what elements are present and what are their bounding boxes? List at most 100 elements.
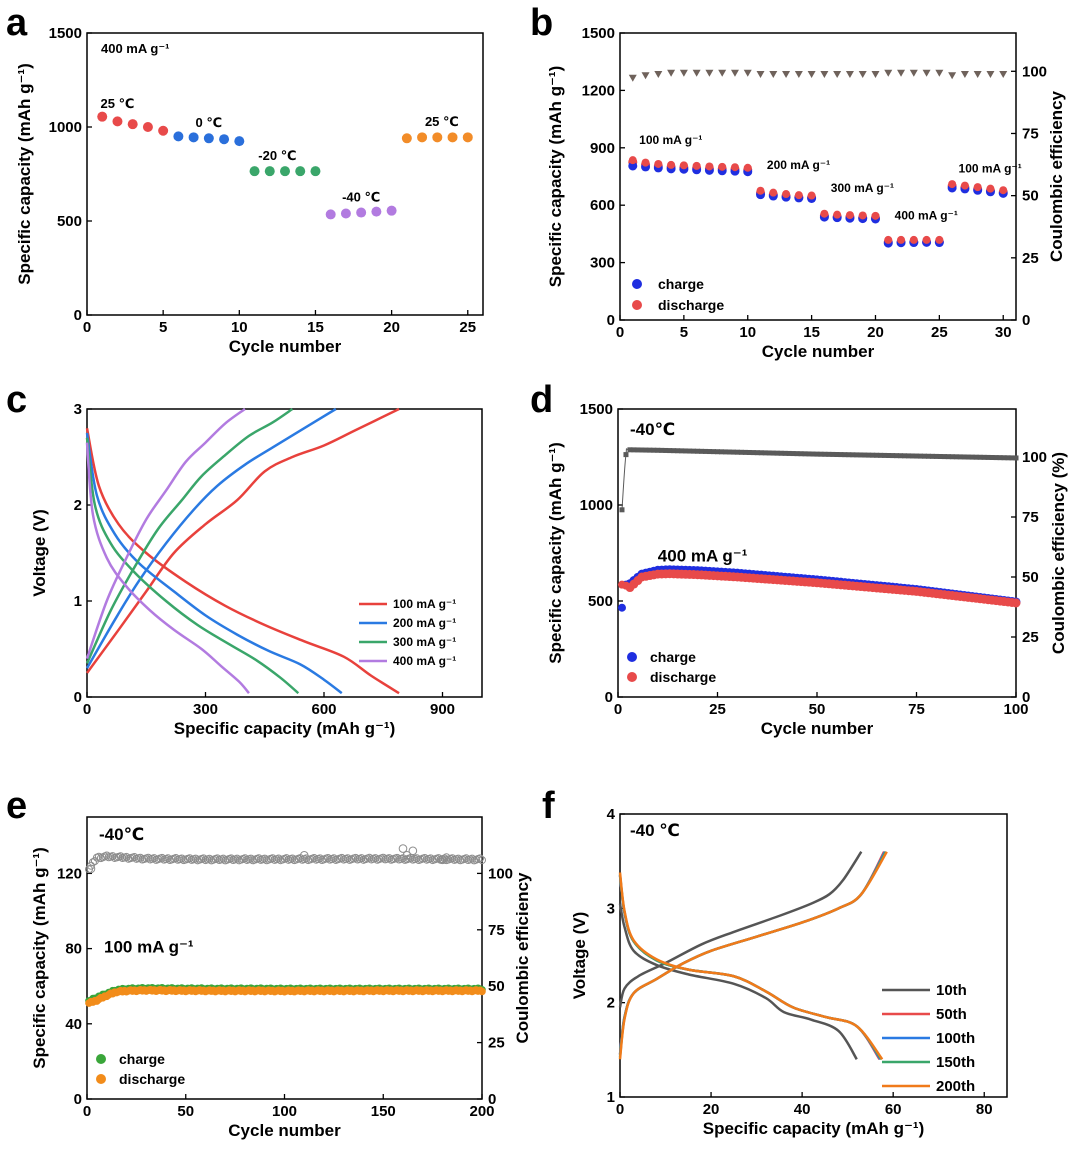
y2-tick-label: 100 [1022,449,1047,466]
y-tick-label: 80 [65,941,82,958]
discharge-point [807,191,816,200]
discharge-point [769,188,778,197]
ce-point [476,854,485,863]
ce-point [299,851,309,860]
ce-point [922,69,931,77]
discharge-point [960,181,969,190]
discharge-point [845,211,854,220]
x-tick-label: 10 [739,324,756,341]
y-tick-label: 3 [74,401,82,418]
discharge-point [667,160,676,169]
discharge-point [935,235,944,244]
y2-tick-label: 50 [488,978,505,995]
rate-label: 300 mA g⁻¹ [831,181,894,195]
ce-point [233,854,242,863]
ce-point [654,71,663,79]
y-axis-label: Voltage (V) [570,912,589,1000]
y-tick-label: 4 [607,806,616,823]
rate-label: 400 mA g⁻¹ [658,547,748,566]
ce-point [794,71,803,79]
data-point [280,166,290,177]
x-tick-label: 20 [703,1101,720,1118]
ce-point [171,854,180,863]
discharge-point [625,583,634,592]
legend-marker-charge [627,652,637,662]
y-tick-label: 500 [588,593,613,610]
discharge-point [692,161,701,170]
panel-f: f 0 20 40 60 80 1 2 3 4 Specific capacity (mAh g⁻¹… [542,785,1008,1138]
rate-label: 100 mA g⁻¹ [639,133,702,147]
ce-point [743,69,752,77]
y2-tick-label: 50 [1022,188,1039,205]
ce-point [667,69,676,77]
discharge-point [820,209,829,218]
legend-label: 400 mA g⁻¹ [393,654,456,668]
ce-point [213,854,222,863]
ce-point [268,854,277,863]
data-point [97,111,108,122]
temperature-label: 0 ℃ [196,115,223,130]
ce-point [408,846,418,856]
ce-point [845,71,854,79]
x-tick-label: 600 [311,701,336,718]
legend-label-charge: charge [658,276,704,292]
x-tick-label: 0 [616,1101,624,1118]
ce-point [274,854,283,863]
x-axis-label: Specific capacity (mAh g⁻¹) [703,1119,925,1138]
ce-point [219,854,228,863]
y2-tick-label: 25 [1022,250,1039,267]
ce-point [357,854,366,863]
data-point [310,166,321,177]
ce-point [641,72,650,80]
y2-tick-label: 75 [1022,125,1039,142]
discharge-point [730,163,739,172]
ce-point [177,854,186,863]
ce-point [144,853,153,862]
ce-point [337,853,346,862]
ce-point [246,854,255,863]
legend-label-discharge: discharge [650,669,716,685]
temperature-label: -20 ℃ [258,148,296,163]
ce-point [718,69,727,77]
ce-point [205,854,214,863]
y-tick-label: 1 [74,593,82,610]
rate-label: 400 mA g⁻¹ [101,41,170,56]
y-tick-label: 600 [590,197,615,214]
y-tick-label: 1500 [580,401,613,418]
discharge-point [628,156,637,165]
panel-b: b0 5 10 15 20 25 30030060090012001500025507510… [530,2,1066,361]
ce-point [241,854,249,863]
discharge-point [884,235,893,244]
y-tick-label: 1 [607,1089,615,1106]
y-tick-label: 1500 [582,25,615,42]
ce-point [260,854,269,863]
ce-point [402,851,412,860]
charge-curve [618,851,886,1055]
y2-tick-label: 100 [1022,63,1047,80]
panel-a: a 0 5 10 15 20 25 0 500 1000 1500 Cycle number Speci… [6,2,484,356]
x-tick-label: 15 [307,319,324,336]
discharge-point [1011,598,1021,608]
y-tick-label: 300 [590,255,615,272]
rate-label: 100 mA g⁻¹ [104,937,194,956]
ce-point [782,71,791,79]
ce-point [462,854,471,863]
ce-point [820,71,829,79]
panel-title: -40 ℃ [630,821,680,840]
x-tick-label: 0 [83,1103,91,1120]
discharge-point [743,163,752,172]
x-tick-label: 75 [908,701,925,718]
y-tick-label: 0 [607,312,615,329]
y-tick-label: 1200 [582,82,615,99]
data-point [432,132,443,143]
ce-point [986,71,995,79]
ce-point [756,71,765,79]
x-tick-label: 80 [976,1101,993,1118]
panel-letter-e: e [6,785,27,827]
legend-marker-charge [96,1054,106,1064]
discharge-point [858,211,867,220]
x-tick-label: 0 [83,319,91,336]
y-tick-label: 1000 [580,497,613,514]
discharge-point [833,210,842,219]
data-point [158,125,169,136]
